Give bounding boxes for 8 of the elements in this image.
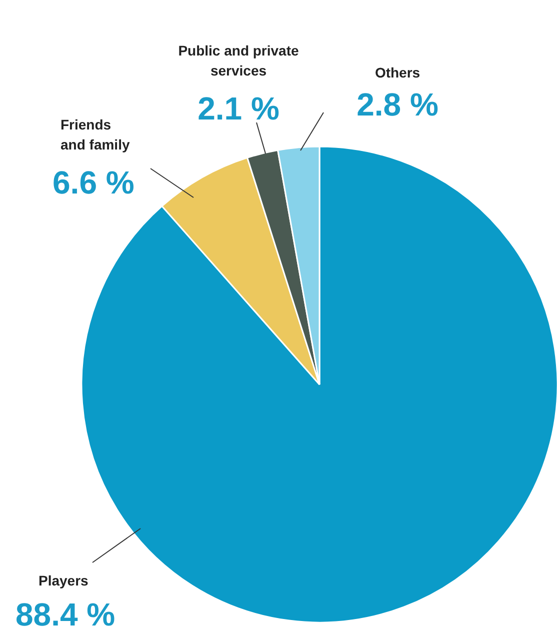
- data-label: 6.6 %: [52, 164, 134, 200]
- data-label: 88.4 %: [16, 596, 116, 630]
- slice-label: Public and private services: [178, 42, 300, 78]
- data-label: 2.1 %: [198, 90, 280, 126]
- slice-label: Others: [374, 64, 420, 80]
- data-label: 2.8 %: [356, 86, 438, 122]
- slice-label: Players: [38, 572, 89, 588]
- slice-label: Friends and family: [60, 116, 130, 152]
